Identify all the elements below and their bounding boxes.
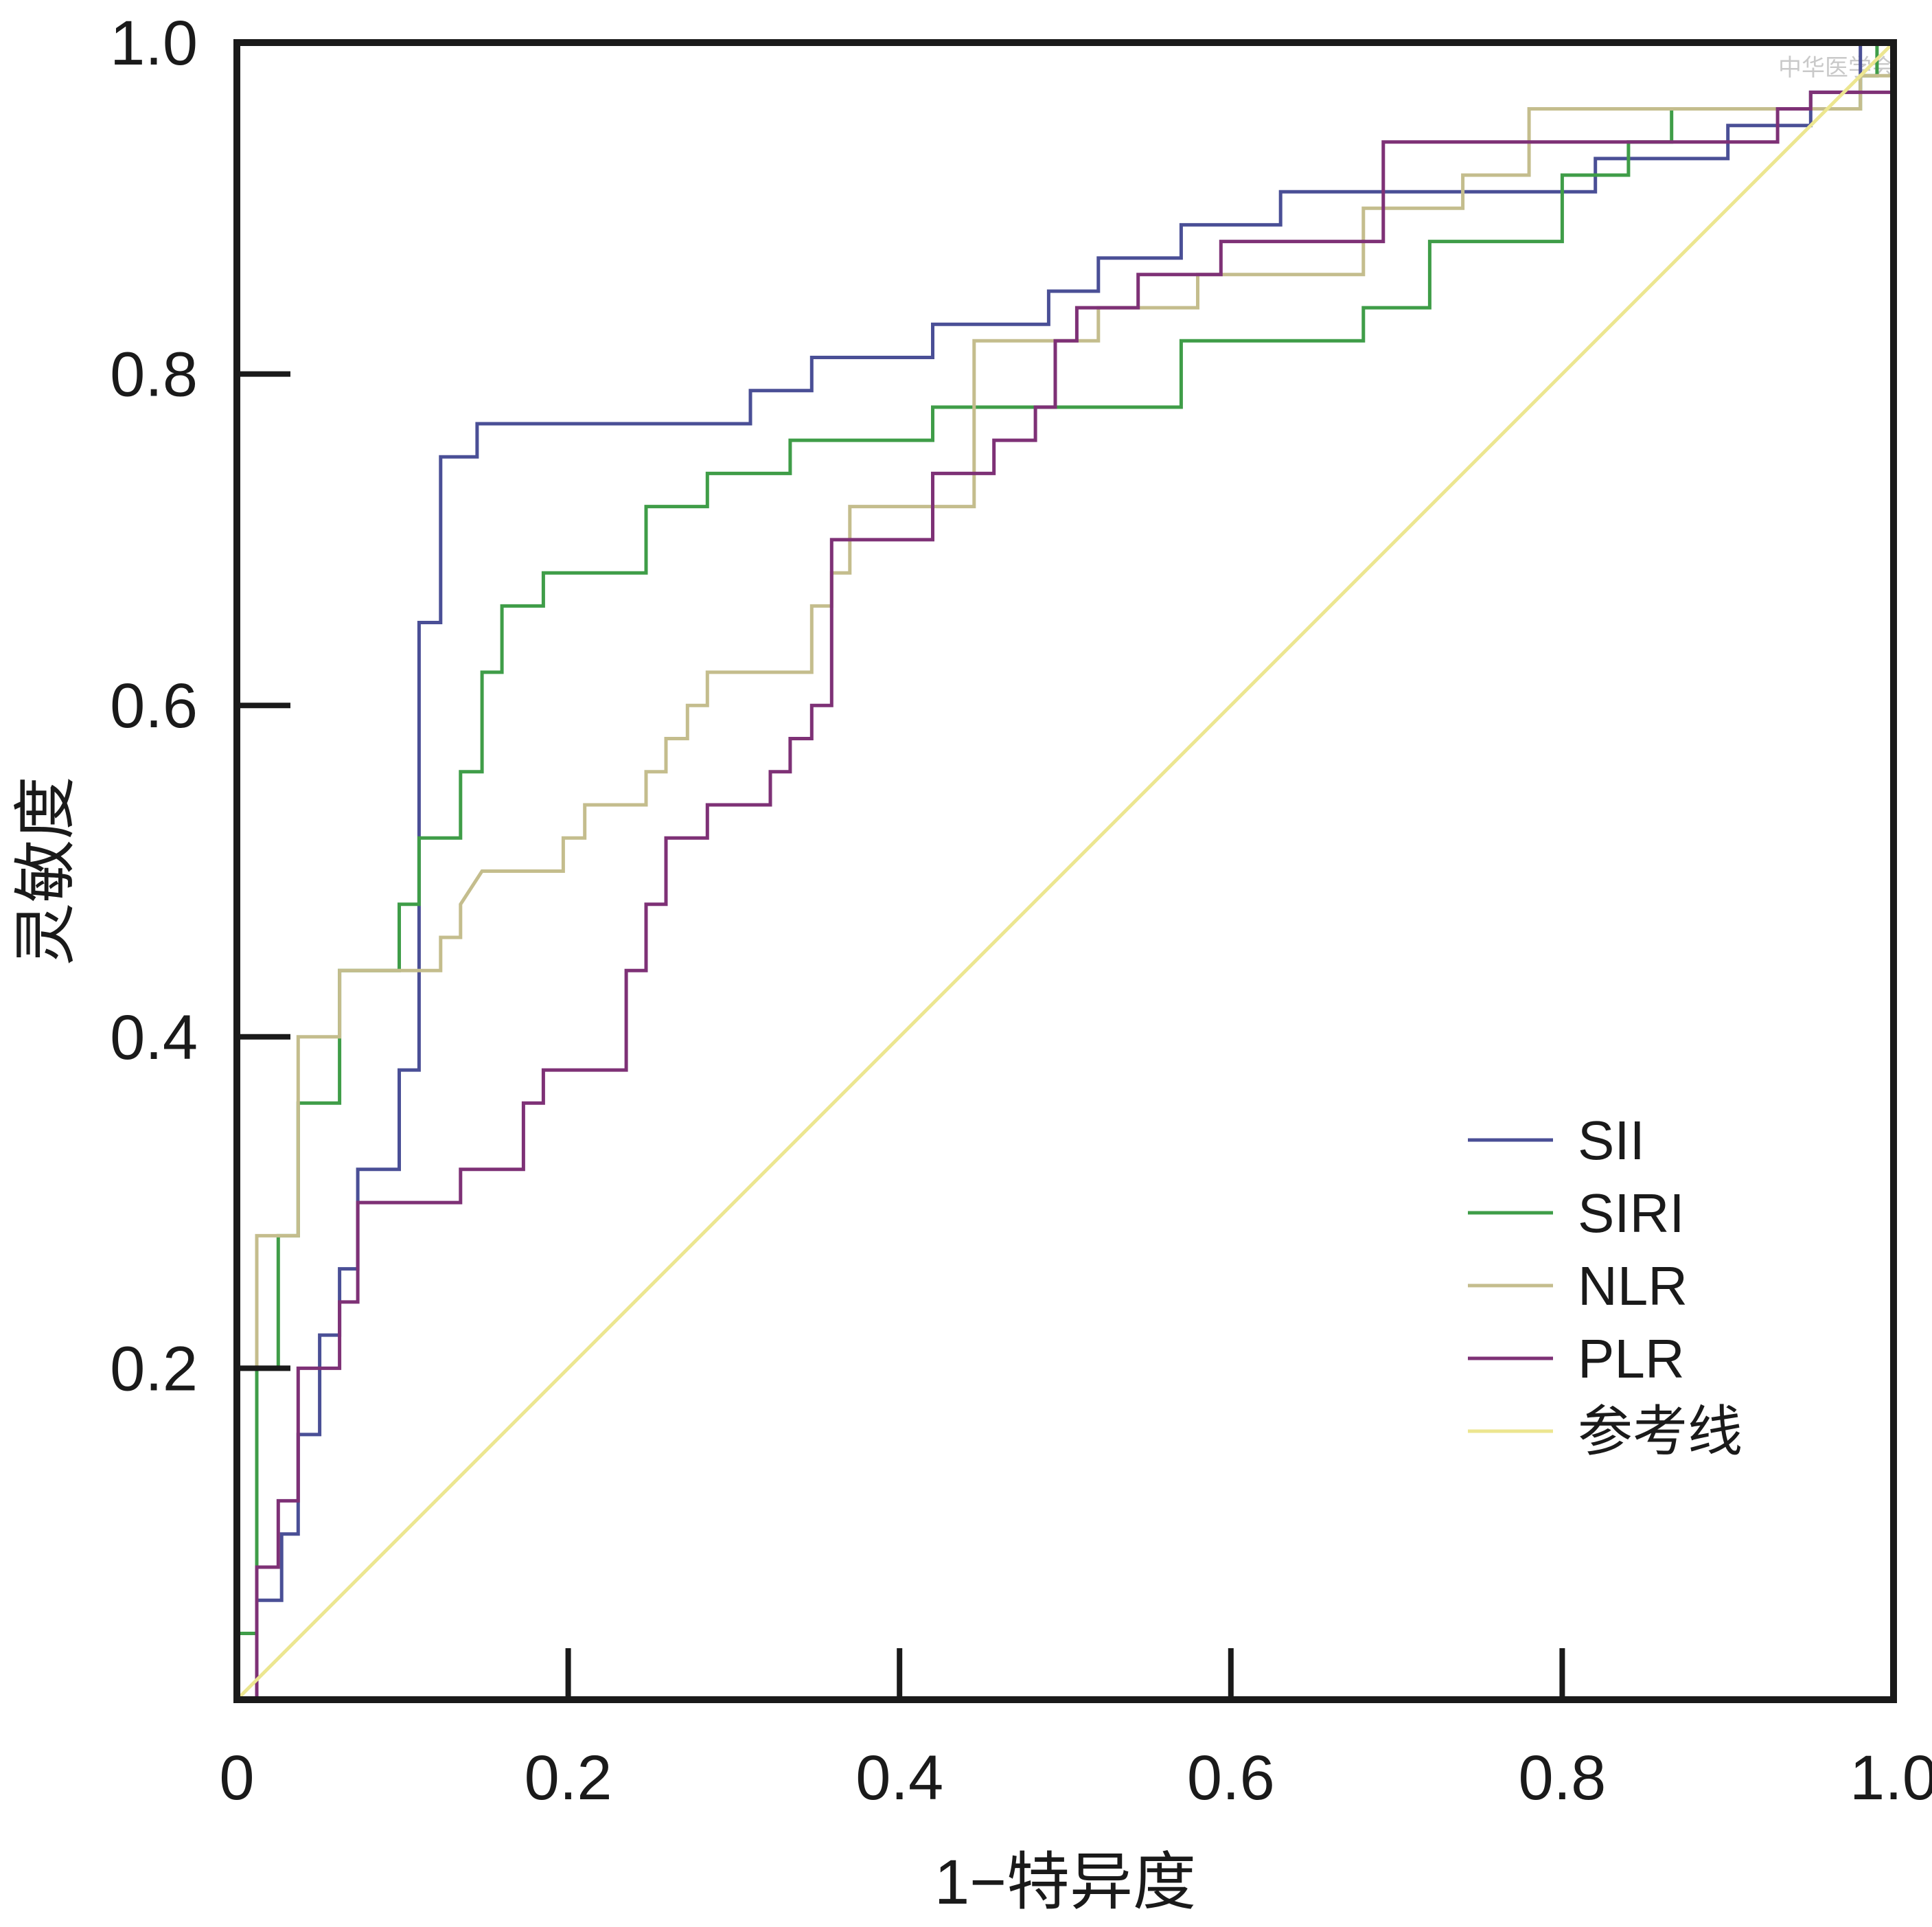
series-line-nlr bbox=[235, 43, 1896, 1700]
plot-frame bbox=[233, 39, 1897, 1703]
legend-label: SIRI bbox=[1578, 1183, 1685, 1244]
y-tick-label: 1.0 bbox=[110, 8, 198, 78]
x-tick-label: 0.4 bbox=[855, 1743, 943, 1813]
y-axis-title: 灵敏度 bbox=[11, 776, 81, 966]
legend-label: SII bbox=[1578, 1110, 1645, 1171]
y-tick-label: 0.4 bbox=[110, 1003, 198, 1073]
y-tick-label: 0.2 bbox=[110, 1334, 198, 1404]
legend-label: 参考线 bbox=[1578, 1401, 1743, 1462]
legend: SII SIRI NLR PLR 参考线 bbox=[1468, 1110, 1743, 1462]
x-tick-label: 1.0 bbox=[1850, 1743, 1932, 1813]
x-tick-label: 0.2 bbox=[525, 1743, 612, 1813]
legend-label: PLR bbox=[1578, 1328, 1685, 1389]
x-tick-label: 0 bbox=[219, 1743, 254, 1813]
y-tick-label: 0.8 bbox=[110, 340, 198, 410]
x-tick-label: 0.6 bbox=[1187, 1743, 1275, 1813]
series-line-plr bbox=[237, 43, 1896, 1702]
ticks-layer: 0 0.2 0.4 0.6 0.8 1.0 0.2 0.4 0.6 0.8 1.0 bbox=[110, 8, 1932, 1813]
x-tick-label: 0.8 bbox=[1518, 1743, 1606, 1813]
legend-label: NLR bbox=[1578, 1255, 1688, 1316]
x-axis-title: 1−特异度 bbox=[934, 1847, 1196, 1917]
y-tick-label: 0.6 bbox=[110, 671, 198, 741]
series-layer bbox=[235, 41, 1896, 1702]
series-line-reference bbox=[235, 41, 1895, 1701]
